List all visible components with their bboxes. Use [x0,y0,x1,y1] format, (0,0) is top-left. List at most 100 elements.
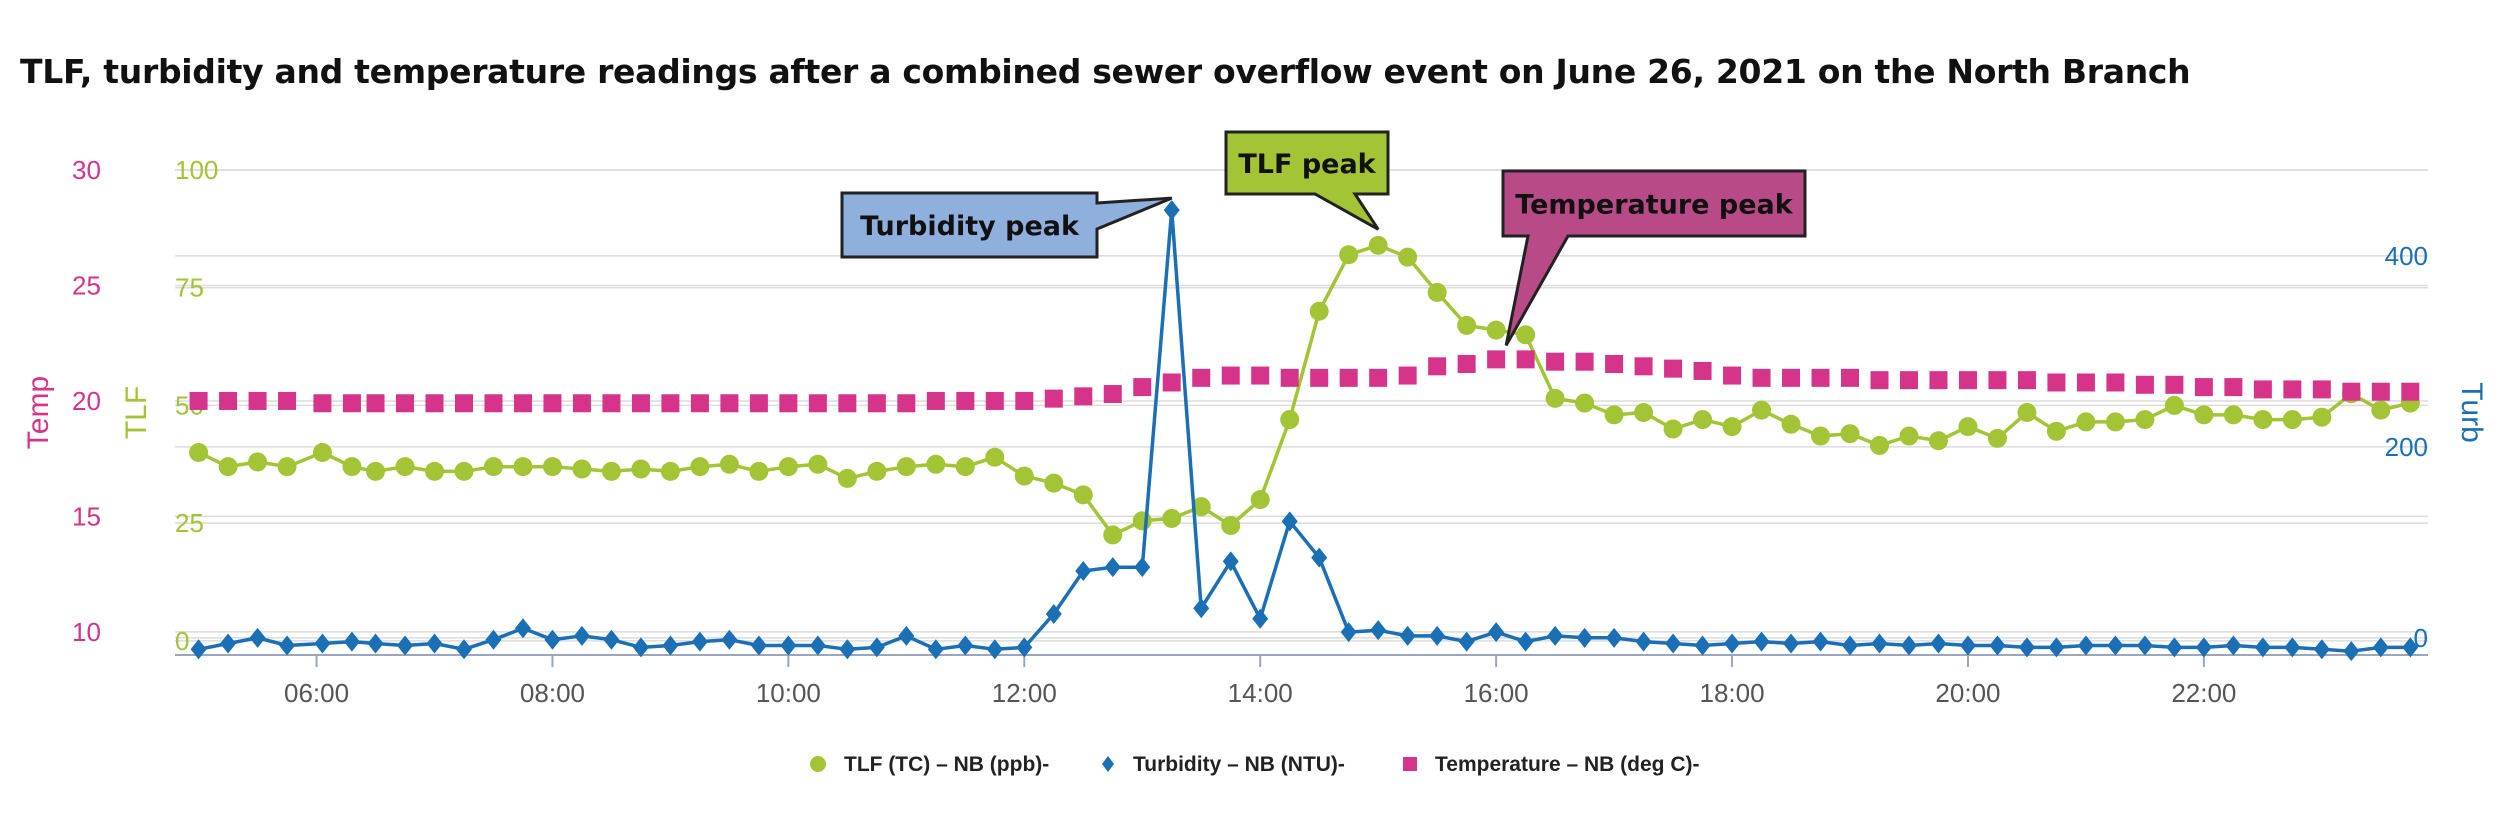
temp-data-point [1339,368,1358,387]
legend-item-tlf[interactable]: TLF (TC) – NB (ppb)- [810,753,1049,776]
tlf-data-point [719,454,739,474]
temp-data-point [342,394,361,413]
turb-data-point [1635,631,1652,652]
turb-data-point [220,633,237,654]
x-tick-label: 16:00 [1464,678,1529,708]
temp-data-point [1251,366,1270,385]
tlf-data-point [1899,426,1919,446]
grid-lines [175,169,2428,642]
tlf-tick-label: 25 [175,508,204,538]
turb-data-point [1370,620,1387,641]
tlf-data-point [1958,417,1978,437]
temp-data-point [189,391,208,410]
temp-data-point [1664,359,1683,378]
temp-data-point [720,394,739,413]
turb-data-point [1665,633,1682,654]
tlf-data-point [1634,403,1654,422]
temp-tick-label: 10 [72,617,101,647]
temp-data-point [2017,371,2036,390]
temp-data-point [1958,371,1977,390]
tlf-axis-title: TLF [120,386,153,439]
turb-data-point [2402,637,2419,658]
temp-data-point [2342,382,2361,401]
tlf-peak-callout: TLF peak [1224,130,1390,231]
tlf-data-point [1014,466,1034,486]
turb-data-point [2372,637,2389,658]
tlf-data-point [837,468,857,488]
legend-item-turb[interactable]: Turbidity – NB (NTU)- [1102,753,1345,776]
tlf-data-point [425,461,445,481]
turb-data-point [1340,622,1357,643]
turb-data-point [2195,637,2212,658]
turb-data-point [426,633,443,654]
temp-data-point [1870,371,1889,390]
tlf-data-point [1191,497,1211,517]
callout-box [1501,169,1807,347]
turb-data-point [721,629,738,650]
turb-data-point [898,625,915,646]
tlf-series [189,235,2420,545]
turb-data-point [2166,637,2183,658]
turb-data-point [1399,625,1416,646]
temp-series [189,350,2420,413]
turb-data-point [343,631,360,652]
tlf-data-point [690,457,710,477]
tlf-data-point [896,457,916,477]
temp-data-point [2283,380,2302,399]
turb-data-point [514,618,531,639]
turb-data-point [2107,635,2124,656]
temp-data-point [484,394,503,413]
legend-label: TLF (TC) – NB (ppb)- [844,753,1049,776]
tlf-data-point [1368,235,1388,255]
temp-data-point [631,394,650,413]
callout-label: Temperature peak [1515,190,1793,221]
turb-data-point [1547,625,1564,646]
temp-data-point [838,394,857,413]
turb-data-point [485,629,502,650]
callout-box [840,191,1173,259]
turb-data-point [809,635,826,656]
turb-data-point [1252,608,1269,629]
temp-data-point [926,391,945,410]
turb-series [190,200,2419,662]
tlf-data-point [1339,245,1359,265]
tlf-data-point [1044,473,1064,493]
axes: 06:00 08:00 10:00 12:00 14:00 16:00 18:00 20:00… [22,155,2488,708]
tlf-data-point [808,454,828,474]
turb-data-point [1222,551,1239,572]
temp-data-point [2106,373,2125,392]
tlf-data-point [2164,395,2184,415]
turb-data-point [1694,635,1711,656]
tlf-data-point [660,461,680,481]
tlf-data-point [1575,393,1595,413]
turb-data-point [1163,200,1180,221]
legend-label: Temperature – NB (deg C)- [1435,753,1699,776]
tlf-data-point [1545,388,1565,408]
legend-square-icon [1403,757,1417,771]
turb-data-point [927,639,944,660]
turb-data-point [2254,637,2271,658]
temp-data-point [2194,378,2213,397]
temp-data-point [2371,382,2390,401]
temp-data-point [248,391,267,410]
temp-data-point [1899,371,1918,390]
series-layer [189,200,2420,662]
turb-data-point [1930,633,1947,654]
legend-diamond-icon [1102,756,1114,772]
turb-data-point [1016,637,1033,658]
turb-data-point [249,627,266,648]
x-tick-label: 10:00 [756,678,821,708]
tlf-data-point [2223,405,2243,425]
tlf-data-point [867,461,887,481]
turb-series-line [198,208,2411,653]
tlf-data-point [1132,511,1152,531]
tlf-data-point [926,454,946,474]
temp-data-point [1782,368,1801,387]
tlf-data-point [342,457,362,477]
legend-item-temp[interactable]: Temperature – NB (deg C)- [1403,753,1699,776]
tlf-data-point [483,457,503,477]
temp-data-point [661,394,680,413]
turb-data-point [2343,641,2360,662]
turb-data-point [662,635,679,656]
turb-data-point [2136,635,2153,656]
